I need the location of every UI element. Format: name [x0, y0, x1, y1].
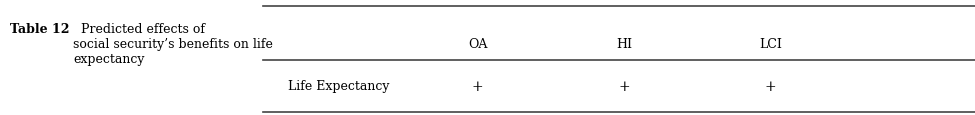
Text: OA: OA	[468, 37, 488, 50]
Text: +: +	[764, 79, 776, 93]
Text: +: +	[618, 79, 630, 93]
Text: LCI: LCI	[759, 37, 782, 50]
Text: +: +	[472, 79, 484, 93]
Text: HI: HI	[616, 37, 632, 50]
Text: Life Expectancy: Life Expectancy	[288, 80, 389, 93]
Text: Table 12: Table 12	[10, 23, 69, 36]
Text: Predicted effects of
social security’s benefits on life
expectancy: Predicted effects of social security’s b…	[73, 23, 273, 66]
